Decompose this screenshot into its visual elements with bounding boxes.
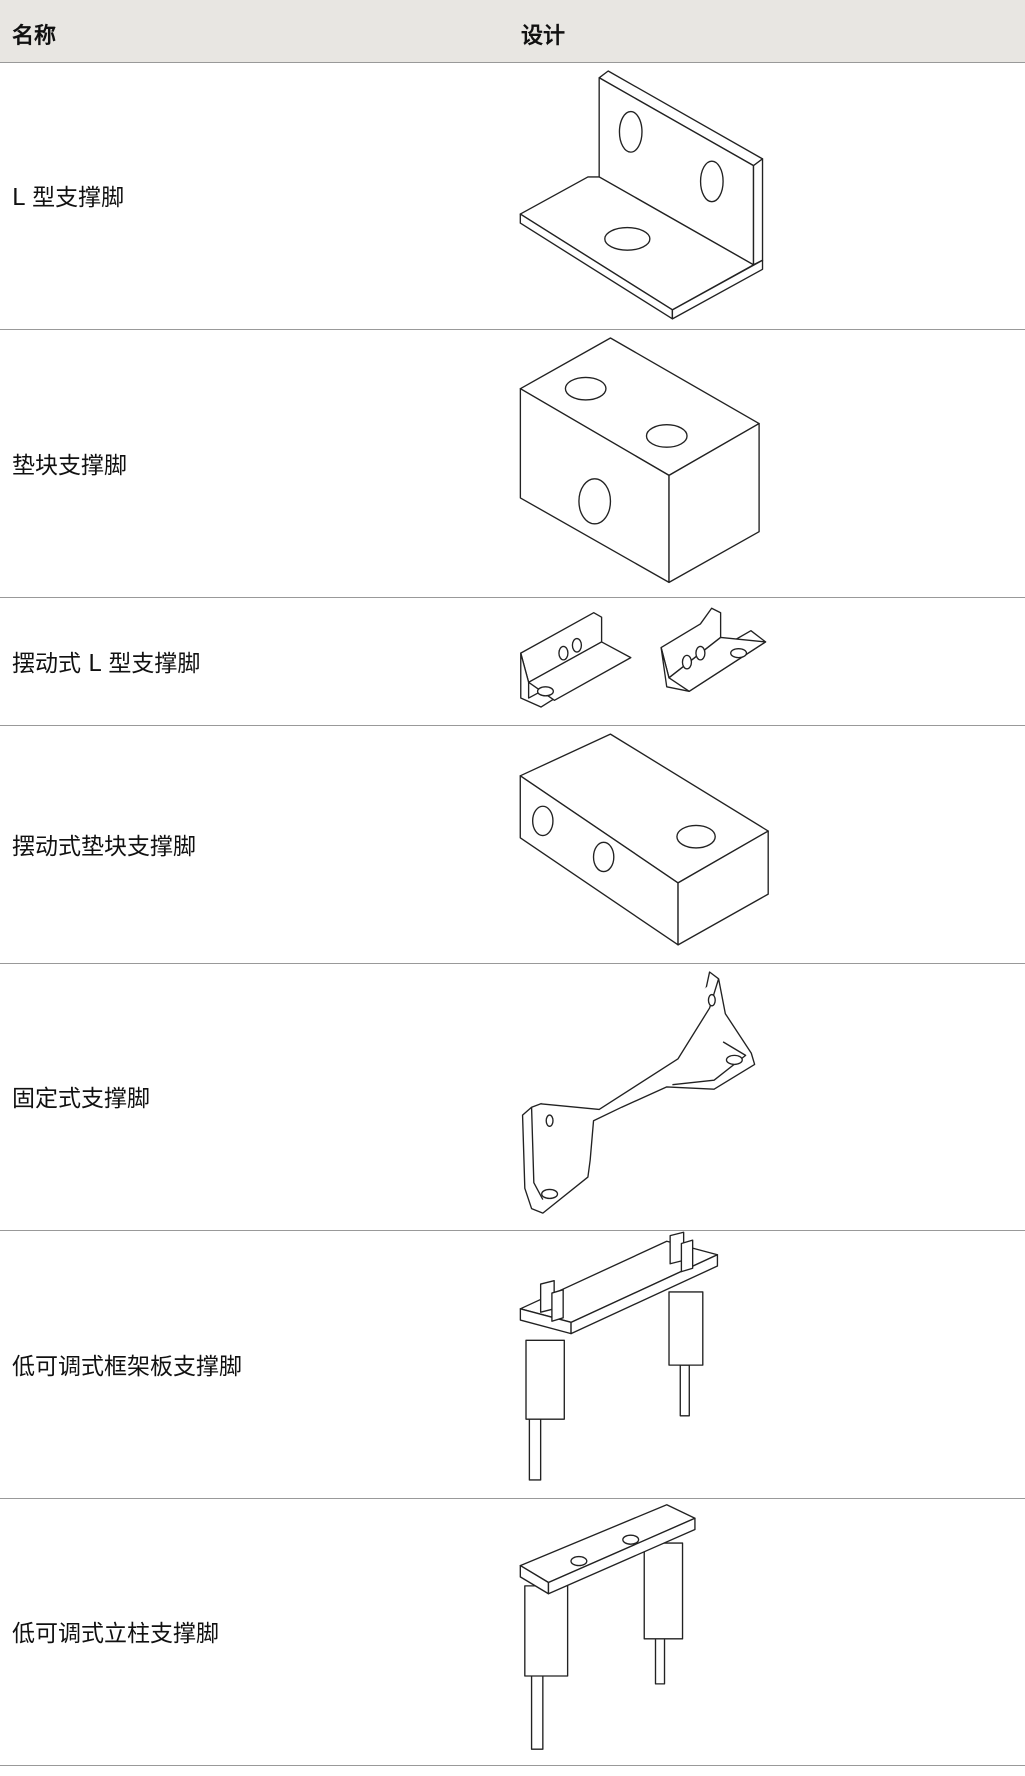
part-name: 摆动式垫块支撑脚	[12, 834, 196, 860]
table-row: 固定式支撑脚	[0, 963, 1025, 1231]
part-name: L 型支撑脚	[12, 185, 125, 211]
table-row: 低可调式框架板支撑脚	[0, 1230, 1025, 1499]
design-drawing	[519, 1504, 696, 1750]
part-name: 垫块支撑脚	[12, 453, 127, 479]
design-drawing	[520, 607, 767, 708]
table-row: 摆动式垫块支撑脚	[0, 725, 1025, 964]
table-header: 名称 设计	[0, 0, 1025, 63]
table-row: 垫块支撑脚	[0, 329, 1025, 598]
column-header: 设计	[521, 24, 566, 49]
table-row: 摆动式 L 型支撑脚	[0, 597, 1025, 726]
table-row: L 型支撑脚	[0, 62, 1025, 330]
table-row: 低可调式立柱支撑脚	[0, 1498, 1025, 1766]
design-drawing	[519, 70, 764, 320]
design-drawing	[519, 1231, 719, 1481]
design-drawing	[519, 337, 760, 584]
part-name: 摆动式 L 型支撑脚	[12, 651, 201, 677]
part-name: 低可调式立柱支撑脚	[12, 1621, 219, 1647]
design-drawing	[521, 971, 756, 1214]
part-name: 低可调式框架板支撑脚	[12, 1354, 242, 1380]
column-header: 名称	[12, 24, 57, 49]
design-drawing	[519, 733, 769, 946]
part-name: 固定式支撑脚	[12, 1086, 150, 1112]
